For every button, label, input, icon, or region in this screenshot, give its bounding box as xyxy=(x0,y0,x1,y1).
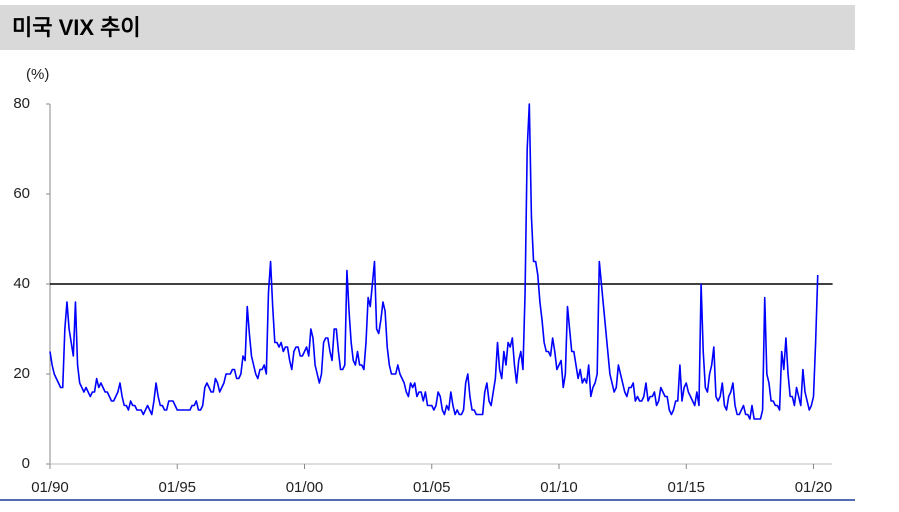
y-tick-label: 80 xyxy=(13,95,30,112)
x-tick-label: 01/20 xyxy=(795,479,833,496)
y-tick-label: 0 xyxy=(22,455,30,472)
vix-line xyxy=(49,103,819,420)
x-tick-label: 01/15 xyxy=(667,479,705,496)
x-tick-label: 01/10 xyxy=(540,479,578,496)
title-bar xyxy=(0,5,855,50)
y-unit-label: (%) xyxy=(26,66,49,83)
y-tick-label: 60 xyxy=(13,185,30,202)
y-tick-label: 40 xyxy=(13,275,30,292)
chart-title: 미국 VIX 추이 xyxy=(12,15,141,40)
x-tick-label: 01/95 xyxy=(158,479,196,496)
x-tick-label: 01/00 xyxy=(286,479,324,496)
y-tick-label: 20 xyxy=(13,365,30,382)
x-tick-label: 01/90 xyxy=(31,479,69,496)
x-tick-label: 01/05 xyxy=(413,479,451,496)
